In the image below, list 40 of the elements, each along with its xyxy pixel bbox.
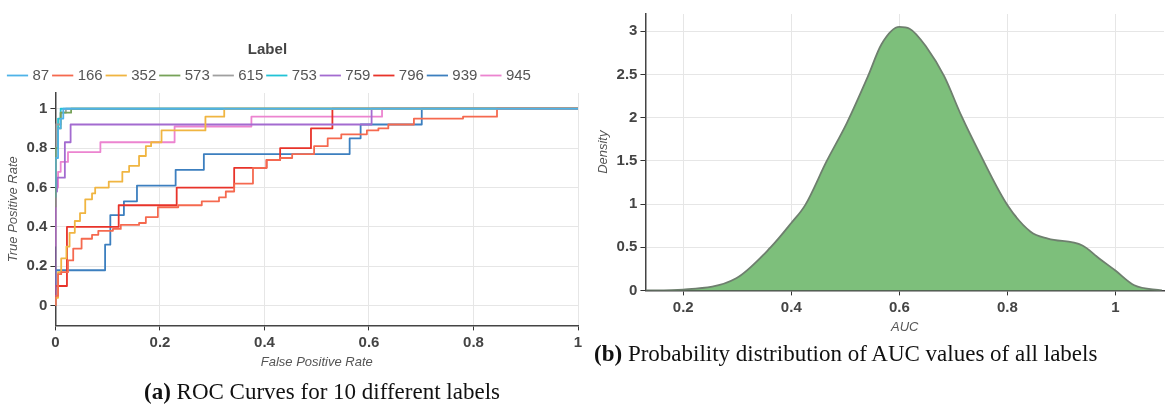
- x-tick-label: 0: [51, 332, 60, 350]
- x-tick-label: 0.4: [254, 332, 276, 350]
- y-tick-label: 3: [629, 21, 638, 39]
- legend-label: 939: [452, 65, 478, 83]
- y-tick-label: 0.4: [26, 217, 49, 235]
- y-tick-label: 0.6: [26, 177, 48, 195]
- legend-label: 759: [345, 65, 371, 83]
- y-axis-title: True Positive Rate: [5, 156, 21, 263]
- text: (a) ROC Curves for 10 different labels: [143, 378, 501, 406]
- legend-label: 753: [291, 65, 317, 83]
- y-tick-label: 1: [39, 98, 48, 116]
- legend-title: Label: [247, 39, 288, 57]
- x-tick-label: 0.8: [996, 297, 1018, 315]
- y-tick-label: 1: [629, 194, 638, 212]
- y-tick-label: 0.8: [26, 138, 48, 156]
- x-tick-label: 0.6: [888, 297, 910, 315]
- legend-label: 573: [184, 65, 210, 83]
- legend-label: 796: [398, 65, 424, 83]
- y-tick-label: 0.2: [26, 256, 48, 274]
- x-tick-label: 0.2: [672, 297, 694, 315]
- y-tick-label: 0: [629, 280, 638, 298]
- y-tick-label: 0.5: [616, 237, 638, 255]
- x-axis-title: AUC: [890, 318, 920, 334]
- text: (b) Probability distribution of AUC values of all labels: [594, 340, 1099, 368]
- x-axis-title: False Positive Rate: [260, 353, 373, 369]
- y-tick-label: 2: [629, 107, 638, 125]
- legend-label: 945: [505, 65, 531, 83]
- legend-label: 615: [238, 65, 264, 83]
- x-tick-label: 0.2: [149, 332, 171, 350]
- legend-label: 166: [77, 65, 103, 83]
- x-tick-label: 0.8: [463, 332, 484, 350]
- y-axis-title: Density: [595, 129, 611, 174]
- y-tick-label: 2.5: [616, 64, 638, 82]
- legend-label: 87: [32, 65, 50, 83]
- x-tick-label: 1: [1111, 297, 1120, 315]
- x-tick-label: 0.6: [358, 332, 380, 350]
- y-tick-label: 1.5: [616, 150, 638, 168]
- x-tick-label: 0.4: [780, 297, 803, 315]
- x-tick-label: 1: [573, 332, 583, 350]
- legend-label: 352: [131, 65, 157, 83]
